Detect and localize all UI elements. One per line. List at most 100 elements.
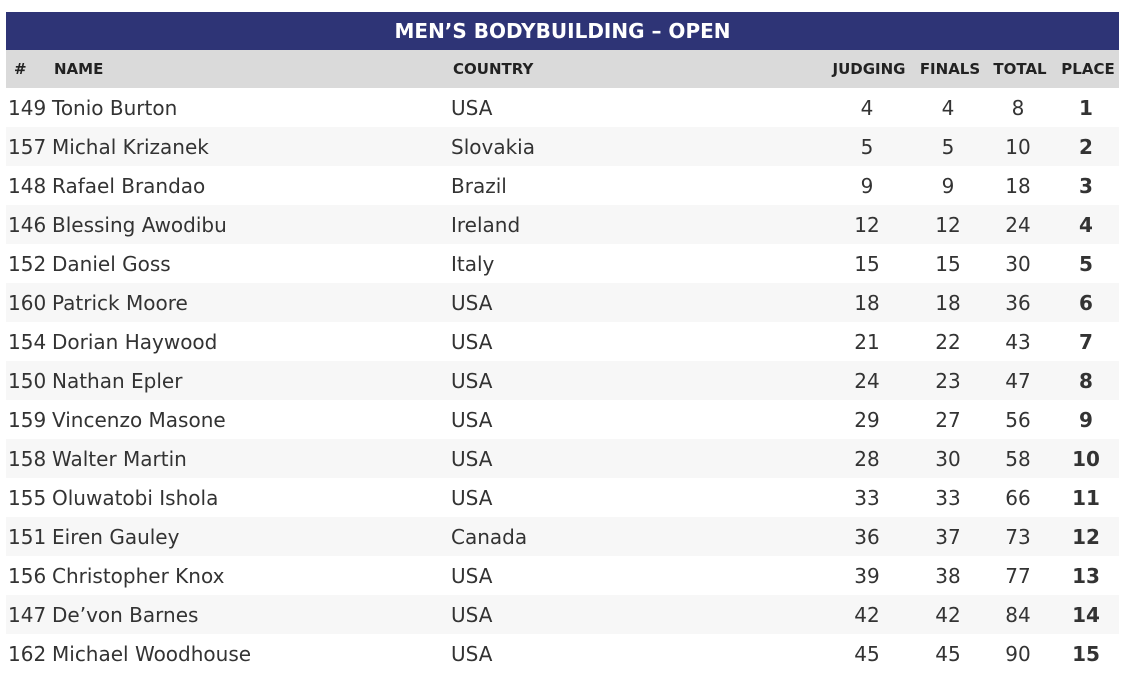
competitor-number: 151 [8,524,47,549]
total-score: 30 [1005,251,1031,276]
place: 9 [1079,407,1093,432]
finals-score: 15 [935,251,961,276]
total-score: 77 [1005,563,1031,588]
country: Canada [451,524,528,549]
competitor-name: Vincenzo Masone [52,407,226,432]
competitor-number: 146 [8,212,47,237]
total-score: 24 [1005,212,1031,237]
finals-score: 22 [935,329,961,354]
place: 12 [1072,524,1100,549]
competitor-name: Dorian Haywood [52,329,218,354]
finals-score: 5 [941,134,955,159]
finals-score: 4 [941,95,955,120]
finals-score: 45 [935,641,961,666]
judging-score: 15 [854,251,880,276]
place: 5 [1079,251,1093,276]
competitor-name: Christopher Knox [52,563,225,588]
judging-score: 9 [860,173,874,198]
table-row: 148 Rafael Brandao Brazil 9 9 18 3 [6,166,1119,205]
number-header: # [14,60,27,78]
table-row: 155 Oluwatobi Ishola USA 33 33 66 11 [6,478,1119,517]
total-header: TOTAL [993,60,1047,78]
judging-score: 5 [860,134,874,159]
finals-score: 38 [935,563,961,588]
competitor-name: Tonio Burton [52,95,178,120]
name-header: NAME [54,60,104,78]
judging-score: 36 [854,524,880,549]
judging-score: 42 [854,602,880,627]
table-row: 162 Michael Woodhouse USA 45 45 90 15 [6,634,1119,673]
place: 1 [1079,95,1093,120]
table-title: MEN’S BODYBUILDING – OPEN [6,12,1119,50]
competitor-number: 150 [8,368,47,393]
table-row: 151 Eiren Gauley Canada 36 37 73 12 [6,517,1119,556]
country: USA [451,641,493,666]
competitor-number: 156 [8,563,47,588]
competitor-number: 159 [8,407,47,432]
finals-header: FINALS [919,60,981,78]
table-row: 149 Tonio Burton USA 4 4 8 1 [6,88,1119,127]
table-row: 157 Michal Krizanek Slovakia 5 5 10 2 [6,127,1119,166]
finals-score: 27 [935,407,961,432]
competitor-number: 147 [8,602,47,627]
table-row: 146 Blessing Awodibu Ireland 12 12 24 4 [6,205,1119,244]
total-score: 73 [1005,524,1031,549]
table-body: 149 Tonio Burton USA 4 4 8 1 157 Michal Krizanek… [6,88,1119,673]
judging-score: 45 [854,641,880,666]
place: 10 [1072,446,1100,471]
country: Italy [451,251,495,276]
table-row: 160 Patrick Moore USA 18 18 36 6 [6,283,1119,322]
total-score: 58 [1005,446,1031,471]
competitor-name: Patrick Moore [52,290,188,315]
judging-score: 4 [860,95,874,120]
total-score: 10 [1005,134,1031,159]
competitor-number: 149 [8,95,47,120]
competitor-name: Nathan Epler [52,368,183,393]
country: Brazil [451,173,507,198]
country: USA [451,563,493,588]
table-row: 159 Vincenzo Masone USA 29 27 56 9 [6,400,1119,439]
total-score: 90 [1005,641,1031,666]
country: Slovakia [451,134,535,159]
country: USA [451,446,493,471]
competitor-name: Walter Martin [52,446,187,471]
finals-score: 18 [935,290,961,315]
total-score: 8 [1011,95,1025,120]
country: USA [451,329,493,354]
judging-score: 18 [854,290,880,315]
country: USA [451,368,493,393]
total-score: 56 [1005,407,1031,432]
competitor-number: 158 [8,446,47,471]
total-score: 18 [1005,173,1031,198]
judging-score: 12 [854,212,880,237]
country: USA [451,95,493,120]
place: 14 [1072,602,1100,627]
judging-score: 28 [854,446,880,471]
table-row: 156 Christopher Knox USA 39 38 77 13 [6,556,1119,595]
total-score: 36 [1005,290,1031,315]
place: 6 [1079,290,1093,315]
finals-score: 30 [935,446,961,471]
competitor-number: 160 [8,290,47,315]
competitor-name: Daniel Goss [52,251,171,276]
judging-score: 39 [854,563,880,588]
country: Ireland [451,212,521,237]
judging-score: 29 [854,407,880,432]
competitor-name: Rafael Brandao [52,173,206,198]
country: USA [451,485,493,510]
header-row: # NAME COUNTRY JUDGING FINALS TOTAL PLACE [6,50,1119,88]
total-score: 84 [1005,602,1031,627]
place: 15 [1072,641,1100,666]
country: USA [451,290,493,315]
judging-score: 33 [854,485,880,510]
table-row: 158 Walter Martin USA 28 30 58 10 [6,439,1119,478]
table-row: 154 Dorian Haywood USA 21 22 43 7 [6,322,1119,361]
place: 7 [1079,329,1093,354]
finals-score: 37 [935,524,961,549]
competitor-name: Blessing Awodibu [52,212,227,237]
judging-header: JUDGING [832,60,906,78]
place: 11 [1072,485,1100,510]
total-score: 43 [1005,329,1031,354]
competitor-name: Eiren Gauley [52,524,180,549]
